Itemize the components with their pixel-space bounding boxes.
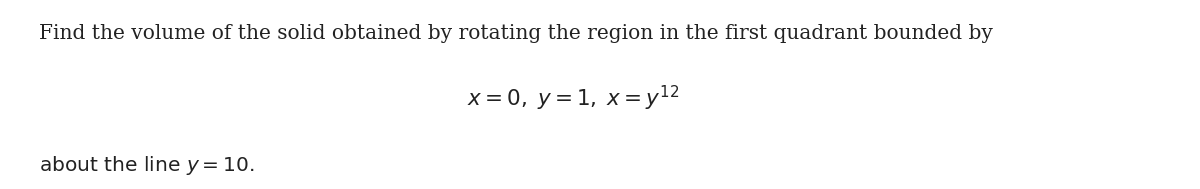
Text: $\mathrm{about\ the\ line\ } y = 10.$: $\mathrm{about\ the\ line\ } y = 10.$ [40, 154, 254, 177]
Text: $x = 0, \; y = 1, \; x = y^{12}$: $x = 0, \; y = 1, \; x = y^{12}$ [467, 84, 679, 113]
Text: Find the volume of the solid obtained by rotating the region in the first quadra: Find the volume of the solid obtained by… [40, 24, 992, 43]
